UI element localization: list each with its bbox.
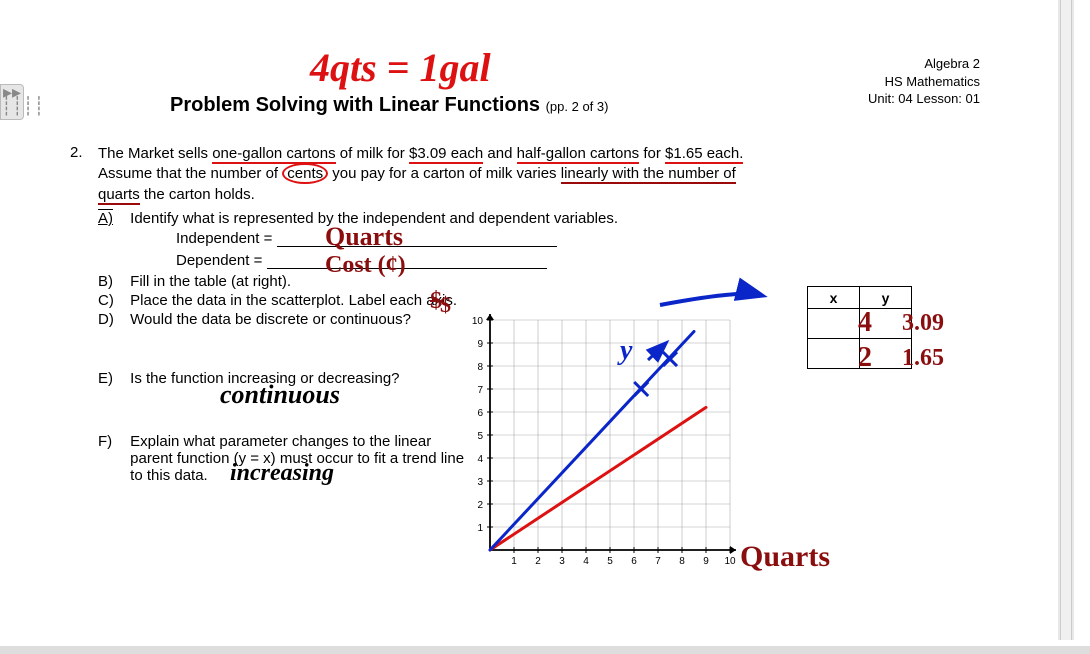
svg-text:2: 2 (535, 556, 541, 567)
independent-blank (277, 229, 557, 247)
label-c: C) (98, 292, 126, 309)
scatterplot-chart: 1 2 3 4 5 6 7 8 9 10 1 2 3 4 5 6 7 8 9 10 (460, 310, 750, 570)
td-00 (808, 309, 860, 339)
svg-text:10: 10 (724, 556, 736, 567)
page-meta: Algebra 2 HS Mathematics Unit: 04 Lesson… (868, 55, 980, 108)
label-b: B) (98, 273, 126, 290)
label-f: F) (98, 433, 126, 450)
dependent-label: Dependent = (176, 252, 262, 269)
hand-continuous: continuous (220, 380, 340, 410)
svg-text:3: 3 (477, 477, 483, 488)
svg-text:6: 6 (477, 408, 483, 419)
label-a: A) (98, 210, 126, 227)
th-y: y (860, 287, 912, 309)
svg-text:9: 9 (703, 556, 709, 567)
svg-text:10: 10 (472, 316, 484, 327)
worksheet-page: Algebra 2 HS Mathematics Unit: 04 Lesson… (40, 0, 1040, 620)
problem-number: 2. (70, 144, 83, 161)
text-c: Place the data in the scatterplot. Label… (130, 292, 470, 309)
hand-equation: 4qts = 1gal (310, 44, 491, 91)
svg-text:8: 8 (477, 362, 483, 373)
svg-text:1: 1 (511, 556, 517, 567)
document-viewer: ▸▸┊┊┊┊ Algebra 2 HS Mathematics Unit: 04… (0, 0, 1074, 640)
meta-subject: HS Mathematics (868, 73, 980, 91)
svg-text:2: 2 (477, 500, 483, 511)
independent-label: Independent = (176, 230, 272, 247)
th-x: x (808, 287, 860, 309)
label-d: D) (98, 311, 126, 328)
svg-text:5: 5 (477, 431, 483, 442)
video-timeline[interactable] (0, 646, 1090, 654)
ul-quarts: quarts (98, 186, 140, 205)
label-e: E) (98, 370, 126, 387)
ul-one-gallon: one-gallon cartons (212, 145, 335, 164)
hand-y-label: y (620, 335, 632, 367)
hand-dependent: Cost (¢) (325, 252, 406, 279)
sidebar-handle[interactable]: ▸▸┊┊┊┊ (0, 84, 24, 120)
text-b: Fill in the table (at right). (130, 273, 470, 290)
title-text: Problem Solving with Linear Functions (170, 94, 540, 116)
circled-cents: cents (282, 163, 328, 184)
hand-dollar-y: $ (440, 292, 451, 318)
svg-text:1: 1 (477, 523, 483, 534)
chart-svg: 1 2 3 4 5 6 7 8 9 10 1 2 3 4 5 6 7 8 9 10 (460, 310, 750, 570)
ul-half-gallon: half-gallon cartons (517, 145, 640, 164)
page-title: Problem Solving with Linear Functions (p… (170, 94, 608, 117)
ul-309: $3.09 each (409, 145, 483, 164)
ul-165: $1.65 each. (665, 145, 743, 164)
hand-t-y1: 3.09 (902, 310, 944, 337)
svg-text:9: 9 (477, 339, 483, 350)
text-d: Would the data be discrete or continuous… (130, 311, 470, 328)
ul-linearly: linearly with the number of (561, 165, 736, 184)
td-10 (808, 339, 860, 369)
problem-text: The Market sells one-gallon cartons of m… (98, 144, 958, 205)
hand-independent: Quarts (325, 222, 403, 252)
hand-increasing: increasing (230, 460, 334, 487)
hand-t-x1: 4 (858, 307, 872, 339)
svg-text:7: 7 (655, 556, 661, 567)
svg-text:4: 4 (583, 556, 589, 567)
hand-t-x2: 2 (858, 342, 872, 374)
svg-text:6: 6 (631, 556, 637, 567)
dependent-blank (267, 251, 547, 269)
svg-text:4: 4 (477, 454, 483, 465)
hand-quarts-axis: Quarts (740, 540, 830, 574)
svg-text:8: 8 (679, 556, 685, 567)
vertical-scrollbar[interactable] (1060, 0, 1072, 640)
svg-text:7: 7 (477, 385, 483, 396)
svg-text:5: 5 (607, 556, 613, 567)
svg-text:3: 3 (559, 556, 565, 567)
title-sub: (pp. 2 of 3) (546, 99, 609, 114)
meta-course: Algebra 2 (868, 55, 980, 73)
hand-t-y2: 1.65 (902, 345, 944, 372)
meta-unit: Unit: 04 Lesson: 01 (868, 90, 980, 108)
